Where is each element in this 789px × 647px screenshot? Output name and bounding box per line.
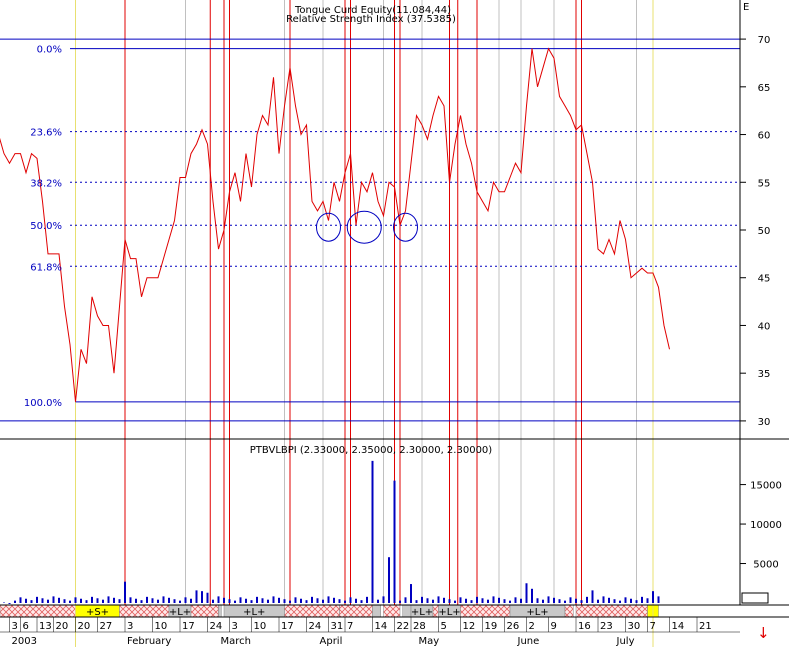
x-tick-label: 28 [413, 621, 426, 632]
chart-title: Tongue Curd Equity(11.084,44) [294, 5, 451, 16]
signal-segment [190, 604, 219, 618]
x-tick-label: 14 [375, 621, 388, 632]
signal-segment [402, 604, 412, 618]
y-tick-label: 60 [758, 131, 771, 142]
x-tick-label: 27 [100, 621, 113, 632]
x-tick-label: 3 [127, 621, 133, 632]
signal-label: +L+ [169, 607, 191, 618]
fib-label: 0.0% [37, 45, 62, 56]
y-tick-labels: 30 35 40 45 50 55 60 65 70 5000 10000 15000 [740, 35, 782, 571]
signal-segment [564, 604, 574, 618]
signal-segment [0, 604, 76, 618]
x-tick-label: 30 [628, 621, 641, 632]
x-tick-label: 23 [600, 621, 613, 632]
fibonacci-labels: 0.0% 23.6% 38.2% 50.0% 61.8% 100.0% [24, 45, 62, 409]
y-tick-label: 40 [758, 321, 771, 332]
x-tick-label: 7 [347, 621, 353, 632]
axis-corner-mark: E [743, 2, 749, 13]
x-tick-label: 21 [699, 621, 712, 632]
signal-segment [372, 604, 381, 618]
x-tick-label: 22 [397, 621, 410, 632]
signal-segment [339, 604, 373, 618]
x-tick-label: 24 [210, 621, 223, 632]
x-tick-label: 31 [331, 621, 344, 632]
fib-label: 23.6% [30, 128, 62, 139]
x-tick-labels: 3 6 13 20 20 27 3 10 17 24 3 10 17 24 31 7 14 22 28 5 12 19 26… [0, 617, 740, 647]
fib-label: 100.0% [24, 398, 62, 409]
month-label: March [221, 636, 251, 647]
month-label: February [127, 636, 171, 647]
fib-label: 50.0% [30, 221, 62, 232]
support-circles [316, 210, 418, 244]
y-tick-label: 70 [758, 35, 771, 46]
fib-label: 38.2% [30, 178, 62, 189]
signal-label: +L+ [438, 607, 460, 618]
support-circle [393, 212, 418, 242]
vol-tick-label: 15000 [750, 481, 782, 492]
month-label: 2003 [12, 636, 37, 647]
month-label: June [517, 636, 540, 647]
fibonacci-levels [0, 38, 740, 422]
support-circle [316, 212, 341, 242]
x-tick-label: 10 [254, 621, 267, 632]
x-tick-label: 2 [529, 621, 535, 632]
x-tick-label: 16 [578, 621, 591, 632]
volume-bars [3, 460, 660, 604]
x-tick-label: 7 [650, 621, 656, 632]
signal-segment [218, 604, 222, 618]
corner-box [741, 592, 769, 604]
x-tick-label: 10 [155, 621, 168, 632]
x-tick-label: 3 [232, 621, 238, 632]
x-tick-label: 20 [78, 621, 91, 632]
x-tick-label: 5 [441, 621, 447, 632]
x-tick-label: 13 [39, 621, 52, 632]
x-tick-label: 26 [507, 621, 520, 632]
signal-segment [460, 604, 511, 618]
x-tick-label: 3 [12, 621, 18, 632]
x-tick-label: 9 [551, 621, 557, 632]
rsi-series [0, 47, 670, 402]
x-tick-label: 24 [309, 621, 322, 632]
month-label: April [320, 636, 343, 647]
signal-label: +S+ [86, 607, 109, 618]
x-tick-label: 19 [485, 621, 498, 632]
vol-tick-label: 10000 [750, 520, 782, 531]
x-tick-label: 6 [23, 621, 29, 632]
signal-segment [575, 604, 648, 618]
month-label: July [616, 636, 635, 647]
y-tick-label: 50 [758, 226, 771, 237]
signal-label: +L+ [526, 607, 548, 618]
x-tick-label: 20 [56, 621, 69, 632]
support-circle [346, 210, 382, 244]
signal-band: +S+ +L+ +L+ +L+ +L+ +L+ [0, 604, 659, 618]
event-vertical-lines [75, 0, 654, 647]
signal-label: +L+ [411, 607, 433, 618]
scroll-down-arrow-icon[interactable]: ↓ [757, 624, 770, 642]
signal-segment [284, 604, 340, 618]
volume-panel-title: PTBVLBPI (2.33000, 2.35000, 2.30000, 2.3… [250, 445, 493, 456]
rsi-line [0, 47, 670, 402]
y-tick-label: 55 [758, 178, 771, 189]
x-tick-label: 17 [281, 621, 294, 632]
y-tick-label: 30 [758, 417, 771, 428]
x-tick-label: 12 [463, 621, 476, 632]
month-label: May [419, 636, 440, 647]
x-tick-label: 14 [672, 621, 685, 632]
y-tick-label: 45 [758, 274, 771, 285]
y-tick-label: 65 [758, 83, 771, 94]
signal-segment [119, 604, 170, 618]
x-tick-label: 17 [182, 621, 195, 632]
vol-tick-label: 5000 [753, 560, 778, 571]
signal-label: +L+ [243, 607, 265, 618]
y-tick-label: 35 [758, 369, 771, 380]
signal-segment [383, 604, 401, 618]
chart-subtitle: Relative Strength Index (37.5385) [286, 14, 456, 25]
fib-label: 61.8% [30, 262, 62, 273]
